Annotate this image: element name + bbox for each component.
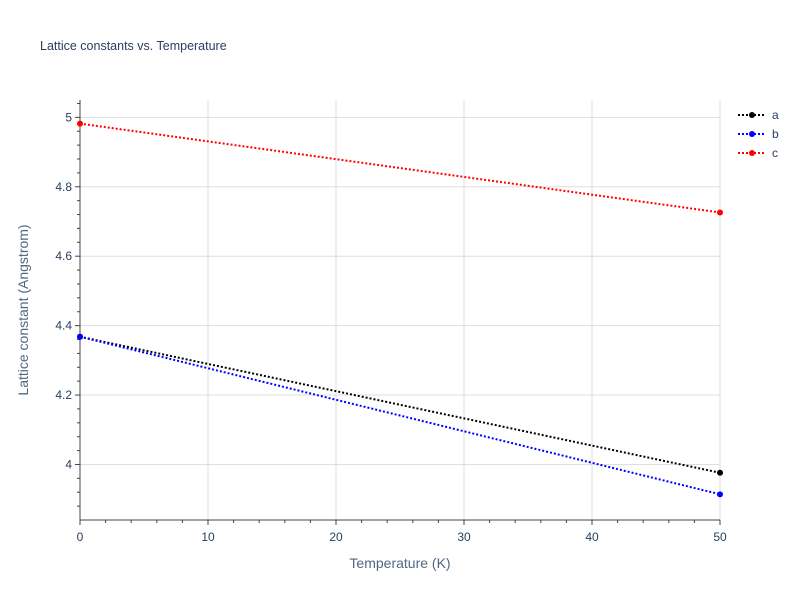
axes: 0 10 20 30 40 50 4 4.2 4.4 4.6 4.8 5	[55, 100, 727, 544]
y-tick-label: 4.2	[55, 388, 72, 402]
legend-label-c: c	[772, 146, 778, 160]
legend-marker-b	[749, 131, 755, 137]
legend[interactable]: abc	[738, 108, 779, 160]
data-point-a	[717, 469, 723, 476]
chart-title: Lattice constants vs. Temperature	[40, 39, 227, 53]
data-point-b	[77, 333, 83, 340]
legend-label-a: a	[772, 108, 779, 122]
legend-marker-a	[749, 112, 755, 118]
data-point-c	[77, 120, 83, 127]
legend-item-c[interactable]: c	[738, 146, 778, 160]
x-axis-title: Temperature (K)	[349, 555, 450, 571]
legend-item-a[interactable]: a	[738, 108, 779, 122]
series-line-c	[79, 122, 721, 214]
x-tick-label: 50	[713, 530, 727, 544]
data-point-b	[717, 491, 723, 498]
plot-series	[77, 120, 723, 498]
x-tick-label: 40	[585, 530, 599, 544]
y-tick-label: 4.4	[55, 319, 72, 333]
y-axis-title: Lattice constant (Angstrom)	[15, 224, 31, 395]
x-tick-label: 30	[457, 530, 471, 544]
x-tick-label: 0	[77, 530, 84, 544]
y-tick-label: 4.6	[55, 249, 72, 263]
y-tick-label: 5	[65, 110, 72, 124]
y-tick-label: 4.8	[55, 180, 72, 194]
series-line-b	[79, 335, 721, 496]
legend-marker-c	[749, 150, 755, 156]
data-point-c	[717, 209, 723, 216]
y-tick-label: 4	[65, 457, 72, 471]
x-tick-label: 10	[201, 530, 215, 544]
legend-item-b[interactable]: b	[738, 127, 779, 141]
x-tick-label: 20	[329, 530, 343, 544]
grid-lines	[80, 100, 721, 520]
legend-label-b: b	[772, 127, 779, 141]
series-line-a	[79, 335, 721, 474]
